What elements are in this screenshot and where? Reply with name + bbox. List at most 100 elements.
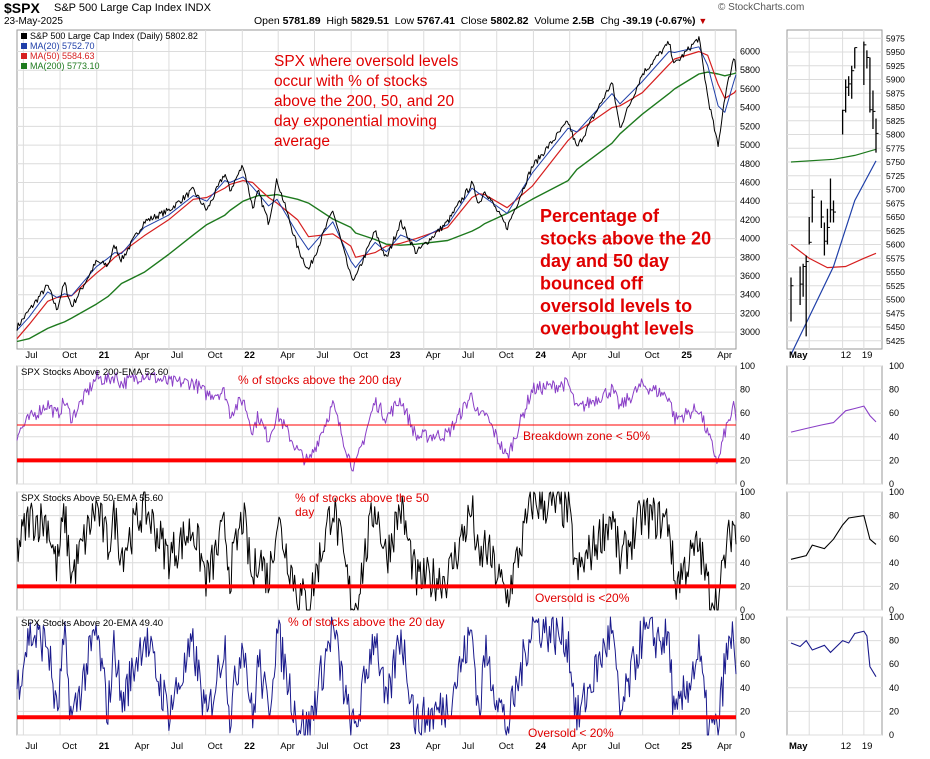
x-axis-label: Apr xyxy=(426,741,441,752)
x-axis-label: Jul xyxy=(608,741,620,752)
x-axis-label: 24 xyxy=(535,741,546,752)
breadth-tick-label: 40 xyxy=(740,432,750,442)
x-axis-label: Jul xyxy=(171,741,183,752)
zoom-price-tick-label: 5725 xyxy=(886,171,905,181)
x-axis-label: 24 xyxy=(535,350,546,361)
x-axis-label: Oct xyxy=(499,741,514,752)
panel-50-zoom-frame xyxy=(786,491,883,611)
breadth-tick-label: 100 xyxy=(740,487,755,497)
x-axis-label: Apr xyxy=(717,741,732,752)
breadth-tick-label: 20 xyxy=(740,455,750,465)
price-tick-label: 4000 xyxy=(740,234,760,244)
x-axis-label: Jul xyxy=(25,741,37,752)
x-axis-label: 23 xyxy=(390,741,401,752)
legend-swatch xyxy=(21,63,27,69)
close-label: Close xyxy=(460,15,488,27)
price-tick-label: 5400 xyxy=(740,103,760,113)
zoom-breadth-tick-label: 0 xyxy=(889,730,894,740)
open-label: Open xyxy=(254,15,280,27)
symbol-description: S&P 500 Large Cap Index INDX xyxy=(54,2,211,14)
zoom-price-tick-label: 5525 xyxy=(886,281,905,291)
price-tick-label: 4400 xyxy=(740,196,760,206)
zoom-breadth-tick-label: 100 xyxy=(889,487,904,497)
annotation-bounce: Percentage of stocks above the 20 day and … xyxy=(540,206,711,339)
zoom-price-tick-label: 5750 xyxy=(886,157,905,167)
legend-entry: MA(50) 5584.63 xyxy=(30,51,95,61)
x-axis-label: 25 xyxy=(681,741,692,752)
low-label: Low xyxy=(394,15,415,27)
zoom-price-tick-label: 5825 xyxy=(886,116,905,126)
x-axis-label: Oct xyxy=(208,741,223,752)
x-axis-label: Oct xyxy=(645,350,660,361)
series-spx-stocks-above-200-ema xyxy=(16,370,737,472)
legend-entry: S&P 500 Large Cap Index (Daily) 5802.82 xyxy=(30,31,198,41)
zoom-breadth-tick-label: 20 xyxy=(889,581,899,591)
stockcharts-brand: © StockCharts.com xyxy=(718,2,805,13)
quote-bar: Open 5781.89 High 5829.51 Low 5767.41 Cl… xyxy=(254,15,707,27)
series-ma50 xyxy=(16,50,737,340)
price-tick-label: 5200 xyxy=(740,121,760,131)
series-spx-stocks-above-50-ema xyxy=(16,491,737,611)
zoom-price-tick-label: 5675 xyxy=(886,198,905,208)
price-tick-label: 3000 xyxy=(740,327,760,337)
zoom-breadth-tick-label: 60 xyxy=(889,534,899,544)
change-value: -39.19 (-0.67%) xyxy=(622,15,696,27)
breadth-tick-label: 80 xyxy=(740,385,750,395)
change-label: Chg xyxy=(600,15,620,27)
breadth-tick-label: 60 xyxy=(740,408,750,418)
low-value: 5767.41 xyxy=(416,15,455,27)
x-axis-label: Apr xyxy=(572,741,587,752)
series-ma20 xyxy=(16,46,737,331)
zoom-price-tick-label: 5600 xyxy=(886,240,905,250)
zoom-x-axis-label: 19 xyxy=(862,350,873,361)
zoom-price-tick-label: 5800 xyxy=(886,130,905,140)
price-tick-label: 6000 xyxy=(740,47,760,57)
zoom-price-tick-label: 5875 xyxy=(886,88,905,98)
volume-label: Volume xyxy=(534,15,570,27)
zoom-x-axis-label: 12 xyxy=(841,741,852,752)
x-axis-label: 23 xyxy=(390,350,401,361)
price-tick-label: 5600 xyxy=(740,84,760,94)
symbol: $SPX xyxy=(4,0,40,16)
high-label: High xyxy=(326,15,349,27)
volume-value: 2.5B xyxy=(572,15,595,27)
zoom-x-axis-label: 19 xyxy=(862,741,873,752)
breadth-tick-label: 100 xyxy=(740,361,755,371)
breadth-tick-label: 60 xyxy=(740,534,750,544)
x-axis-label: Oct xyxy=(353,741,368,752)
legend-entry: MA(20) 5752.70 xyxy=(30,41,95,51)
zoom-breadth-tick-label: 100 xyxy=(889,612,904,622)
zoom-price-tick-label: 5450 xyxy=(886,322,905,332)
x-axis-label: Apr xyxy=(280,350,295,361)
breadth-tick-label: 100 xyxy=(740,612,755,622)
x-axis-label: Jul xyxy=(316,741,328,752)
zoom-price-tick-label: 5550 xyxy=(886,267,905,277)
zoom-breadth-tick-label: 40 xyxy=(889,432,899,442)
annotation-p20_zone: Oversold < 20% xyxy=(528,726,614,740)
breadth-tick-label: 0 xyxy=(740,605,745,615)
panel-legend: SPX Stocks Above 20-EMA 49.40 xyxy=(21,618,163,629)
x-axis-label: 21 xyxy=(99,350,110,361)
zoom-price-tick-label: 5625 xyxy=(886,226,905,236)
zoom-x-axis-label: May xyxy=(789,350,808,361)
legend-swatch xyxy=(21,43,27,49)
legend-entry: MA(200) 5773.10 xyxy=(30,61,100,71)
x-axis-label: 22 xyxy=(244,350,255,361)
annotation-p20_title: % of stocks above the 20 day xyxy=(288,615,445,629)
x-axis-label: 21 xyxy=(99,741,110,752)
series-price xyxy=(16,36,737,331)
x-axis-label: Jul xyxy=(25,350,37,361)
x-axis-label: Apr xyxy=(426,350,441,361)
quote-date: 23-May-2025 xyxy=(4,16,63,27)
x-axis-label: 22 xyxy=(244,741,255,752)
price-tick-label: 5800 xyxy=(740,65,760,75)
zoom-breadth-tick-label: 40 xyxy=(889,558,899,568)
x-axis-label: Apr xyxy=(280,741,295,752)
breadth-tick-label: 80 xyxy=(740,511,750,521)
price-tick-label: 5000 xyxy=(740,140,760,150)
zoom-price-tick-label: 5700 xyxy=(886,185,905,195)
zoom-price-tick-label: 5775 xyxy=(886,143,905,153)
panel-200-zoom-frame xyxy=(786,365,883,485)
x-axis-label: Jul xyxy=(462,741,474,752)
x-axis-label: Apr xyxy=(135,741,150,752)
